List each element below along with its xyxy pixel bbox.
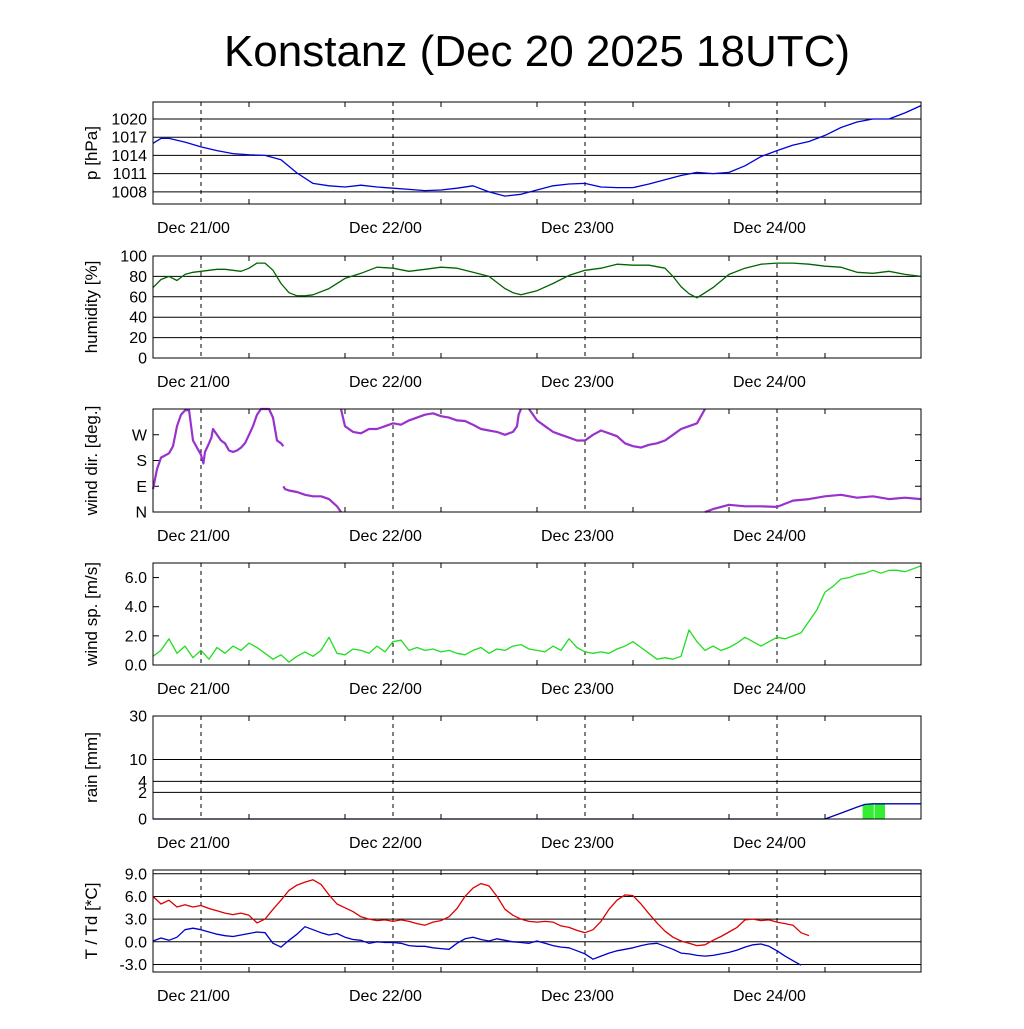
wind-speed-line <box>152 565 922 663</box>
pressure-xtick-label: Dec 22/00 <box>349 220 422 237</box>
pressure-ytick-label: 1020 <box>111 112 147 129</box>
rain-bar <box>862 804 874 819</box>
rain-xtick-label: Dec 24/00 <box>733 835 806 852</box>
humidity-ytick-label: 40 <box>129 310 147 327</box>
wind_speed-xtick-label: Dec 23/00 <box>541 681 614 698</box>
humidity-xtick-label: Dec 22/00 <box>349 374 422 391</box>
temperature-ytick-label: 0.0 <box>125 934 147 951</box>
humidity-ytick-label: 80 <box>129 269 147 286</box>
rain-ylabel: rain [mm] <box>82 732 101 803</box>
wind_speed-ytick-label: 4.0 <box>125 599 147 616</box>
rain-ytick-label: 30 <box>129 709 147 726</box>
humidity-xtick-label: Dec 21/00 <box>157 374 230 391</box>
pressure-xtick-label: Dec 21/00 <box>157 220 230 237</box>
temperature-frame <box>152 869 922 973</box>
rain-ytick-label: 10 <box>129 752 147 769</box>
rain-bar <box>874 804 885 819</box>
wind_speed-xtick-label: Dec 21/00 <box>157 681 230 698</box>
wind-dir-5-line <box>704 493 922 514</box>
wind_speed-frame <box>152 562 922 666</box>
wind-dir-2-line <box>282 485 342 513</box>
humidity-line <box>152 262 922 299</box>
pressure-xtick-label: Dec 24/00 <box>733 220 806 237</box>
wind_dir-xtick-label: Dec 24/00 <box>733 528 806 545</box>
wind_dir-ylabel: wind dir. [deg.] <box>82 406 101 517</box>
humidity-ylabel: humidity [%] <box>82 261 101 354</box>
wind_speed-ytick-label: 0.0 <box>125 658 147 675</box>
wind-dir-3-line <box>339 408 523 436</box>
rain-ytick-label: 2 <box>138 785 147 802</box>
pressure-ytick-label: 1014 <box>111 148 147 165</box>
pressure-ytick-label: 1011 <box>113 166 148 183</box>
wind_dir-xtick-label: Dec 21/00 <box>157 528 230 545</box>
wind_dir-ytick-label: E <box>136 479 147 496</box>
temperature-ytick-label: 6.0 <box>125 889 147 906</box>
rain-ytick-label: 0 <box>138 812 147 829</box>
wind_dir-ytick-label: N <box>135 505 147 522</box>
temperature-ytick-label: -3.0 <box>119 957 147 974</box>
wind_dir-ytick-label: W <box>132 427 148 444</box>
wind_speed-ylabel: wind sp. [m/s] <box>82 562 101 667</box>
wind_speed-xtick-label: Dec 24/00 <box>733 681 806 698</box>
temperature-line <box>152 879 810 947</box>
rain-xtick-label: Dec 22/00 <box>349 835 422 852</box>
wind_speed-ytick-label: 6.0 <box>125 570 147 587</box>
chart-title: Konstanz (Dec 20 2025 18UTC) <box>224 27 850 76</box>
rain-xtick-label: Dec 21/00 <box>157 835 230 852</box>
dewpoint-line <box>152 926 802 966</box>
temperature-ylabel: T / Td [*C] <box>82 883 101 960</box>
humidity-ytick-label: 20 <box>129 330 147 347</box>
temperature-xtick-label: Dec 24/00 <box>733 988 806 1005</box>
wind_dir-xtick-label: Dec 23/00 <box>541 528 614 545</box>
humidity-frame <box>152 255 922 359</box>
rain-xtick-label: Dec 23/00 <box>541 835 614 852</box>
humidity-ytick-label: 100 <box>120 249 147 266</box>
wind_dir-ytick-label: S <box>136 453 147 470</box>
wind-dir-1-line <box>151 407 285 490</box>
humidity-xtick-label: Dec 23/00 <box>541 374 614 391</box>
temperature-ytick-label: 9.0 <box>125 866 147 883</box>
temperature-xtick-label: Dec 23/00 <box>541 988 614 1005</box>
pressure-xtick-label: Dec 23/00 <box>541 220 614 237</box>
temperature-xtick-label: Dec 22/00 <box>349 988 422 1005</box>
temperature-ytick-label: 3.0 <box>125 912 147 929</box>
pressure-ylabel: p [hPa] <box>82 126 101 180</box>
wind_dir-xtick-label: Dec 22/00 <box>349 528 422 545</box>
wind_dir-frame <box>152 408 922 513</box>
rain-frame <box>152 715 922 820</box>
humidity-xtick-label: Dec 24/00 <box>733 374 806 391</box>
wind_speed-xtick-label: Dec 22/00 <box>349 681 422 698</box>
humidity-ytick-label: 0 <box>138 351 147 368</box>
wind-dir-4-line <box>528 408 706 449</box>
rain-accum-line <box>153 803 921 820</box>
rain-ytick-label: 4 <box>138 774 147 791</box>
pressure-frame <box>152 101 922 205</box>
temperature-xtick-label: Dec 21/00 <box>157 988 230 1005</box>
pressure-ytick-label: 1008 <box>111 184 147 201</box>
pressure-line <box>152 105 922 197</box>
wind_speed-ytick-label: 2.0 <box>125 628 147 645</box>
pressure-ytick-label: 1017 <box>111 130 147 147</box>
humidity-ytick-label: 60 <box>129 289 147 306</box>
